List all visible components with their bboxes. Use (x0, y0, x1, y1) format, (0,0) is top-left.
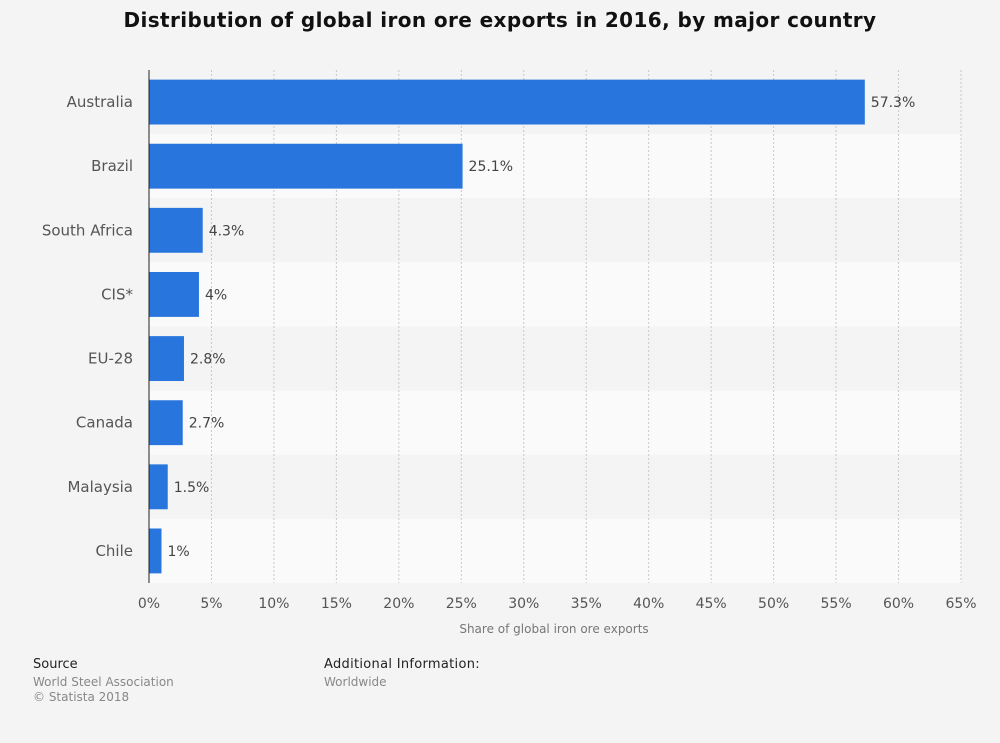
bar (149, 336, 184, 382)
value-labels: 57.3% 25.1% 4.3% 4% 2.8% 2.7% 1.5% 1% (167, 95, 915, 560)
category-label: Brazil (91, 157, 133, 175)
source-heading: Source (33, 657, 78, 672)
x-tick-labels: 0% 5% 10% 15% 20% 25% 30% 35% 40% 45% 50% 55% 60% 65% (138, 596, 977, 612)
row-band (149, 262, 961, 327)
x-tick-label: 35% (571, 596, 602, 612)
x-tick-label: 30% (508, 596, 539, 612)
category-label: Canada (76, 414, 133, 432)
x-tick-label: 10% (258, 596, 289, 612)
category-label: CIS* (101, 285, 133, 303)
bar (149, 271, 199, 317)
category-label: EU-28 (88, 350, 133, 368)
source-text: World Steel Association (33, 675, 174, 689)
row-band (149, 518, 961, 583)
x-axis-title: Share of global iron ore exports (459, 622, 648, 636)
value-label: 1.5% (174, 480, 210, 496)
x-tick-label: 55% (821, 596, 852, 612)
x-tick-label: 5% (200, 596, 222, 612)
value-label: 1% (167, 544, 189, 560)
value-label: 4.3% (209, 223, 245, 239)
copyright-text: © Statista 2018 (33, 690, 130, 704)
x-tick-label: 0% (138, 596, 160, 612)
bar (149, 400, 183, 446)
x-tick-label: 20% (383, 596, 414, 612)
x-tick-label: 60% (883, 596, 914, 612)
bars (149, 79, 865, 574)
row-band (149, 454, 961, 519)
bar (149, 207, 203, 253)
bar (149, 528, 162, 574)
bar (149, 79, 865, 125)
row-band (149, 326, 961, 391)
category-label: Chile (95, 542, 133, 560)
bar (149, 464, 168, 510)
x-tick-label: 45% (696, 596, 727, 612)
value-label: 57.3% (871, 95, 915, 111)
value-label: 2.7% (189, 416, 225, 432)
x-tick-label: 65% (945, 596, 976, 612)
value-label: 2.8% (190, 352, 226, 368)
x-tick-label: 40% (633, 596, 664, 612)
chart-title: Distribution of global iron ore exports … (123, 8, 877, 32)
row-band (149, 198, 961, 263)
x-tick-label: 25% (446, 596, 477, 612)
x-tick-label: 50% (758, 596, 789, 612)
category-labels: Australia Brazil South Africa CIS* EU-28 Cana… (42, 93, 134, 560)
additional-info-heading: Additional Information: (324, 657, 480, 672)
value-label: 25.1% (469, 159, 513, 175)
category-label: Australia (67, 93, 133, 111)
row-band (149, 390, 961, 455)
additional-info-text: Worldwide (324, 675, 387, 689)
x-tick-label: 15% (321, 596, 352, 612)
value-label: 4% (205, 287, 227, 303)
category-label: South Africa (42, 221, 133, 239)
category-label: Malaysia (67, 478, 133, 496)
bar (149, 143, 463, 189)
